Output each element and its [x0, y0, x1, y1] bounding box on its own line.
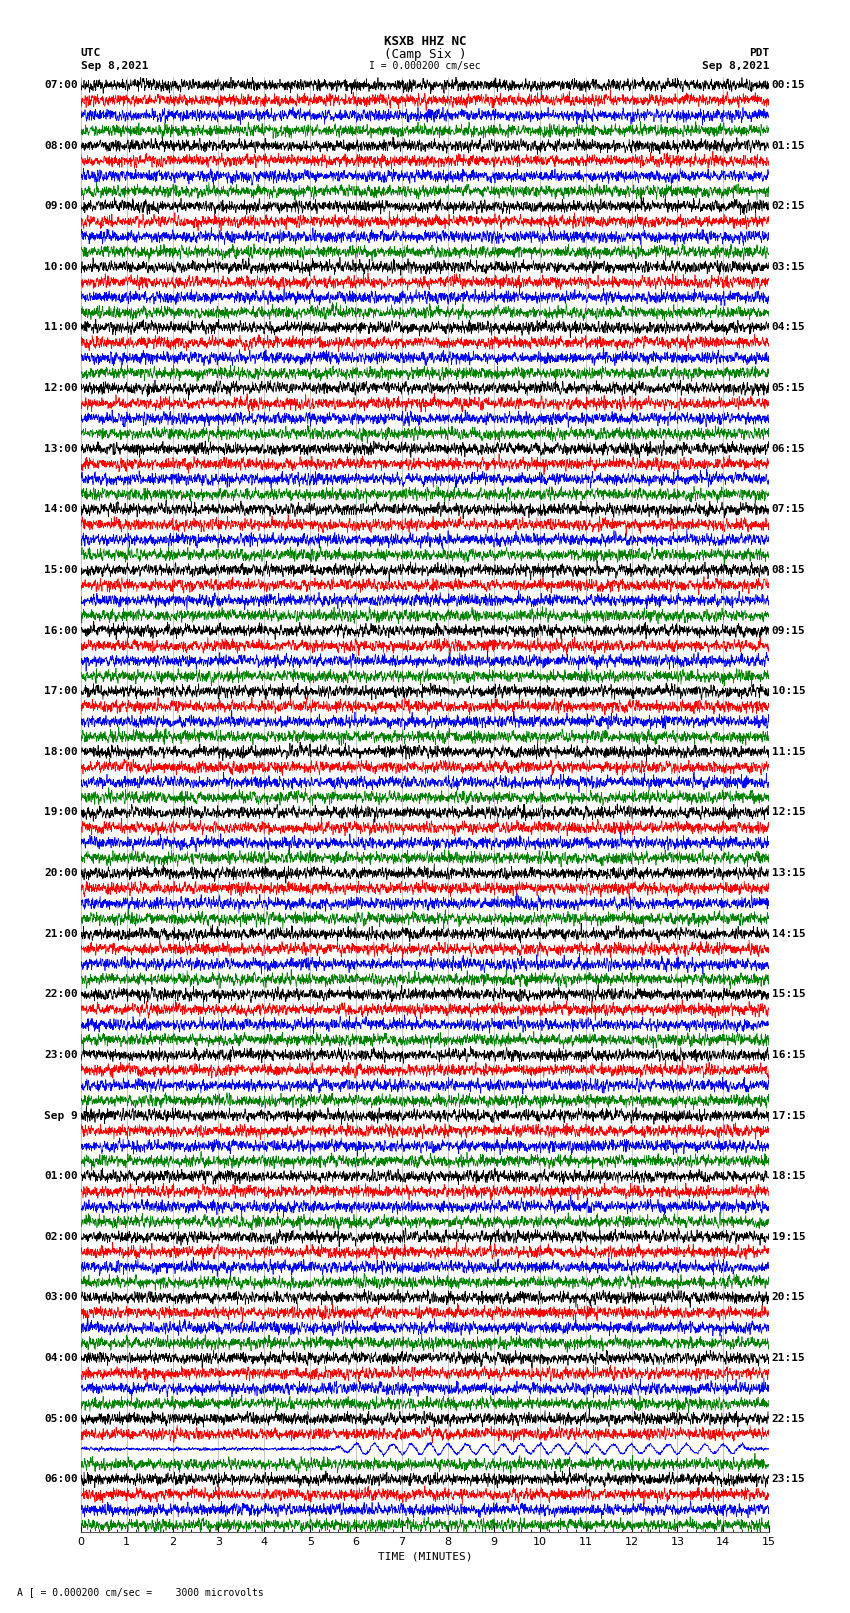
Text: 21:15: 21:15 — [772, 1353, 806, 1363]
Text: 15:00: 15:00 — [44, 565, 78, 574]
Text: 16:15: 16:15 — [772, 1050, 806, 1060]
Text: 20:00: 20:00 — [44, 868, 78, 877]
Text: Sep 8,2021: Sep 8,2021 — [81, 61, 148, 71]
Text: 13:00: 13:00 — [44, 444, 78, 453]
Text: 13:15: 13:15 — [772, 868, 806, 877]
Text: 01:00: 01:00 — [44, 1171, 78, 1181]
Text: 04:00: 04:00 — [44, 1353, 78, 1363]
Text: UTC: UTC — [81, 48, 101, 58]
Text: 14:15: 14:15 — [772, 929, 806, 939]
Text: 03:15: 03:15 — [772, 261, 806, 273]
Text: 04:15: 04:15 — [772, 323, 806, 332]
Text: 10:15: 10:15 — [772, 686, 806, 697]
Text: 11:00: 11:00 — [44, 323, 78, 332]
Text: 05:00: 05:00 — [44, 1413, 78, 1424]
Text: 10:00: 10:00 — [44, 261, 78, 273]
Text: 17:15: 17:15 — [772, 1111, 806, 1121]
Text: 21:00: 21:00 — [44, 929, 78, 939]
Text: 18:00: 18:00 — [44, 747, 78, 756]
Text: 08:00: 08:00 — [44, 140, 78, 150]
Text: 16:00: 16:00 — [44, 626, 78, 636]
Text: 12:00: 12:00 — [44, 384, 78, 394]
Text: 15:15: 15:15 — [772, 989, 806, 1000]
Text: 23:00: 23:00 — [44, 1050, 78, 1060]
Text: 06:15: 06:15 — [772, 444, 806, 453]
Text: 22:15: 22:15 — [772, 1413, 806, 1424]
Text: 14:00: 14:00 — [44, 505, 78, 515]
Text: 00:15: 00:15 — [772, 81, 806, 90]
Text: 12:15: 12:15 — [772, 808, 806, 818]
Text: 02:15: 02:15 — [772, 202, 806, 211]
Text: 07:15: 07:15 — [772, 505, 806, 515]
Text: 06:00: 06:00 — [44, 1474, 78, 1484]
Text: 19:15: 19:15 — [772, 1232, 806, 1242]
Text: Sep 8,2021: Sep 8,2021 — [702, 61, 769, 71]
Text: 09:15: 09:15 — [772, 626, 806, 636]
Text: KSXB HHZ NC: KSXB HHZ NC — [383, 35, 467, 48]
Text: 08:15: 08:15 — [772, 565, 806, 574]
Text: I = 0.000200 cm/sec: I = 0.000200 cm/sec — [369, 61, 481, 71]
Text: 11:15: 11:15 — [772, 747, 806, 756]
Text: 22:00: 22:00 — [44, 989, 78, 1000]
Text: (Camp Six ): (Camp Six ) — [383, 48, 467, 61]
Text: PDT: PDT — [749, 48, 769, 58]
Text: 23:15: 23:15 — [772, 1474, 806, 1484]
Text: Sep 9: Sep 9 — [44, 1111, 78, 1121]
Text: 03:00: 03:00 — [44, 1292, 78, 1302]
Text: 01:15: 01:15 — [772, 140, 806, 150]
Text: 07:00: 07:00 — [44, 81, 78, 90]
Text: 18:15: 18:15 — [772, 1171, 806, 1181]
Text: 19:00: 19:00 — [44, 808, 78, 818]
Text: 09:00: 09:00 — [44, 202, 78, 211]
X-axis label: TIME (MINUTES): TIME (MINUTES) — [377, 1552, 473, 1561]
Text: 17:00: 17:00 — [44, 686, 78, 697]
Text: 05:15: 05:15 — [772, 384, 806, 394]
Text: 02:00: 02:00 — [44, 1232, 78, 1242]
Text: 20:15: 20:15 — [772, 1292, 806, 1302]
Text: A [ = 0.000200 cm/sec =    3000 microvolts: A [ = 0.000200 cm/sec = 3000 microvolts — [17, 1587, 264, 1597]
